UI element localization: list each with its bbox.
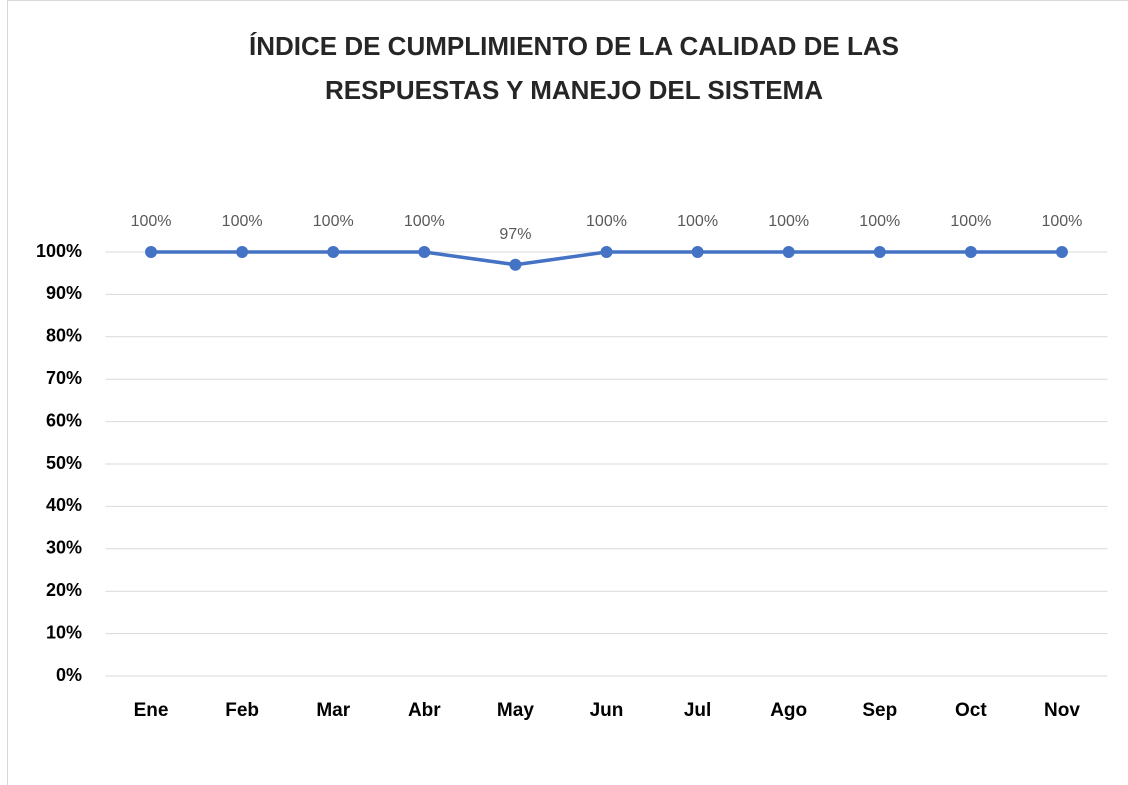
data-label: 100%: [950, 213, 991, 230]
chart-frame: [7, 0, 1128, 785]
x-tick-label: Jun: [590, 700, 624, 721]
data-label: 100%: [586, 213, 627, 230]
point: [327, 246, 340, 258]
point: [873, 246, 886, 258]
point: [782, 246, 795, 258]
data-label: 100%: [1041, 213, 1082, 230]
point: [418, 246, 431, 258]
x-tick-label: Sep: [862, 700, 897, 721]
point: [145, 246, 158, 258]
y-tick-label: 90%: [46, 283, 82, 303]
y-tick-label: 10%: [46, 622, 82, 642]
data-label: 100%: [222, 213, 263, 230]
point: [691, 246, 704, 258]
data-label: 97%: [499, 226, 531, 243]
data-label: 100%: [131, 213, 172, 230]
y-tick-label: 70%: [46, 368, 82, 388]
x-tick-label: Abr: [408, 700, 441, 721]
y-tick-label: 60%: [46, 410, 82, 430]
y-tick-label: 0%: [56, 665, 82, 685]
y-tick-label: 40%: [46, 495, 82, 515]
x-tick-label: Jul: [684, 700, 711, 721]
point: [964, 246, 977, 258]
x-tick-label: Feb: [225, 700, 259, 721]
chart-title: RESPUESTAS Y MANEJO DEL SISTEMA: [325, 75, 823, 105]
x-tick-label: Oct: [955, 700, 987, 721]
point: [1055, 246, 1068, 258]
x-tick-label: Ago: [770, 700, 807, 721]
y-tick-label: 50%: [46, 453, 82, 473]
point: [236, 246, 249, 258]
y-tick-label: 100%: [36, 241, 82, 261]
x-tick-label: Mar: [316, 700, 350, 721]
data-label: 100%: [313, 213, 354, 230]
y-tick-label: 80%: [46, 326, 82, 346]
point: [509, 258, 522, 271]
chart-title: ÍNDICE DE CUMPLIMIENTO DE LA CALIDAD DE …: [249, 31, 899, 61]
data-label: 100%: [768, 213, 809, 230]
y-tick-label: 30%: [46, 538, 82, 558]
x-tick-label: May: [497, 700, 534, 721]
data-label: 100%: [677, 213, 718, 230]
data-label: 100%: [859, 213, 900, 230]
point: [600, 246, 613, 258]
x-tick-label: Ene: [134, 700, 169, 721]
data-label: 100%: [404, 213, 445, 230]
x-tick-label: Nov: [1044, 700, 1080, 721]
y-tick-label: 20%: [46, 580, 82, 600]
